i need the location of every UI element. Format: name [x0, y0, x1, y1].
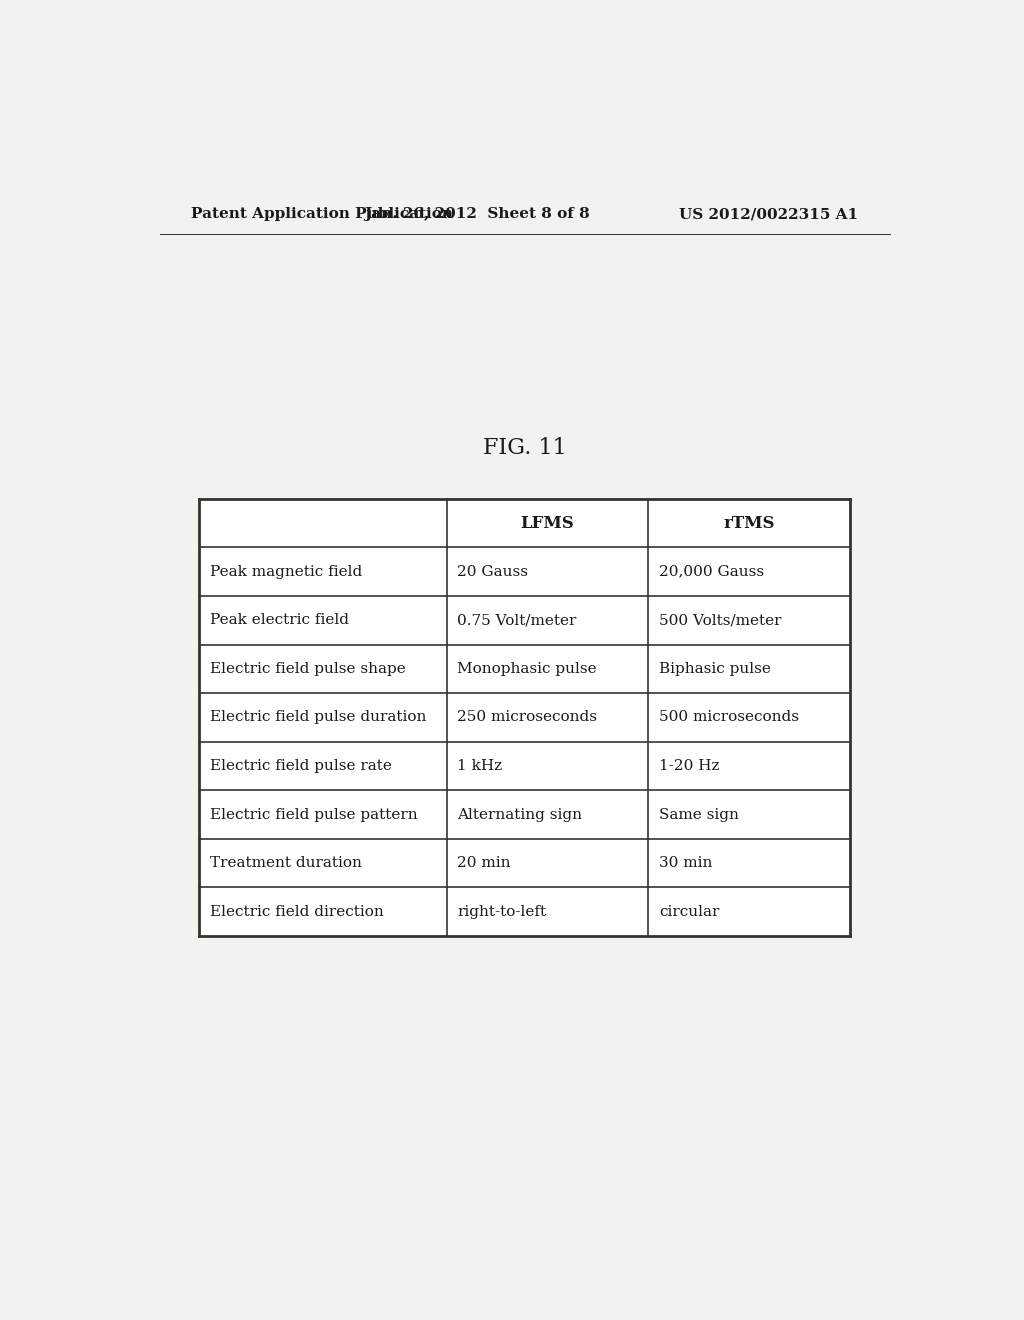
- Text: Peak magnetic field: Peak magnetic field: [210, 565, 362, 578]
- Text: 1 kHz: 1 kHz: [457, 759, 502, 774]
- Text: 20,000 Gauss: 20,000 Gauss: [658, 565, 764, 578]
- Text: 1-20 Hz: 1-20 Hz: [658, 759, 719, 774]
- Text: Electric field pulse pattern: Electric field pulse pattern: [210, 808, 418, 821]
- Text: right-to-left: right-to-left: [457, 904, 546, 919]
- Text: Patent Application Publication: Patent Application Publication: [191, 207, 454, 222]
- Text: US 2012/0022315 A1: US 2012/0022315 A1: [679, 207, 858, 222]
- Text: Treatment duration: Treatment duration: [210, 857, 361, 870]
- Text: 20 min: 20 min: [457, 857, 511, 870]
- Text: Alternating sign: Alternating sign: [457, 808, 582, 821]
- Text: 20 Gauss: 20 Gauss: [457, 565, 528, 578]
- Text: rTMS: rTMS: [724, 515, 775, 532]
- Text: 250 microseconds: 250 microseconds: [457, 710, 597, 725]
- Text: 30 min: 30 min: [658, 857, 712, 870]
- Text: circular: circular: [658, 904, 719, 919]
- Text: Jan. 26, 2012  Sheet 8 of 8: Jan. 26, 2012 Sheet 8 of 8: [365, 207, 590, 222]
- Text: Same sign: Same sign: [658, 808, 738, 821]
- Text: Electric field pulse rate: Electric field pulse rate: [210, 759, 391, 774]
- Text: FIG. 11: FIG. 11: [483, 437, 566, 459]
- Text: 500 microseconds: 500 microseconds: [658, 710, 799, 725]
- Text: Monophasic pulse: Monophasic pulse: [457, 661, 597, 676]
- Text: Peak electric field: Peak electric field: [210, 614, 349, 627]
- Text: 500 Volts/meter: 500 Volts/meter: [658, 614, 781, 627]
- Bar: [200, 499, 850, 936]
- Text: Electric field pulse shape: Electric field pulse shape: [210, 661, 406, 676]
- Text: Electric field direction: Electric field direction: [210, 904, 384, 919]
- Text: Electric field pulse duration: Electric field pulse duration: [210, 710, 426, 725]
- Text: LFMS: LFMS: [520, 515, 574, 532]
- Text: 0.75 Volt/meter: 0.75 Volt/meter: [457, 614, 577, 627]
- Text: Biphasic pulse: Biphasic pulse: [658, 661, 771, 676]
